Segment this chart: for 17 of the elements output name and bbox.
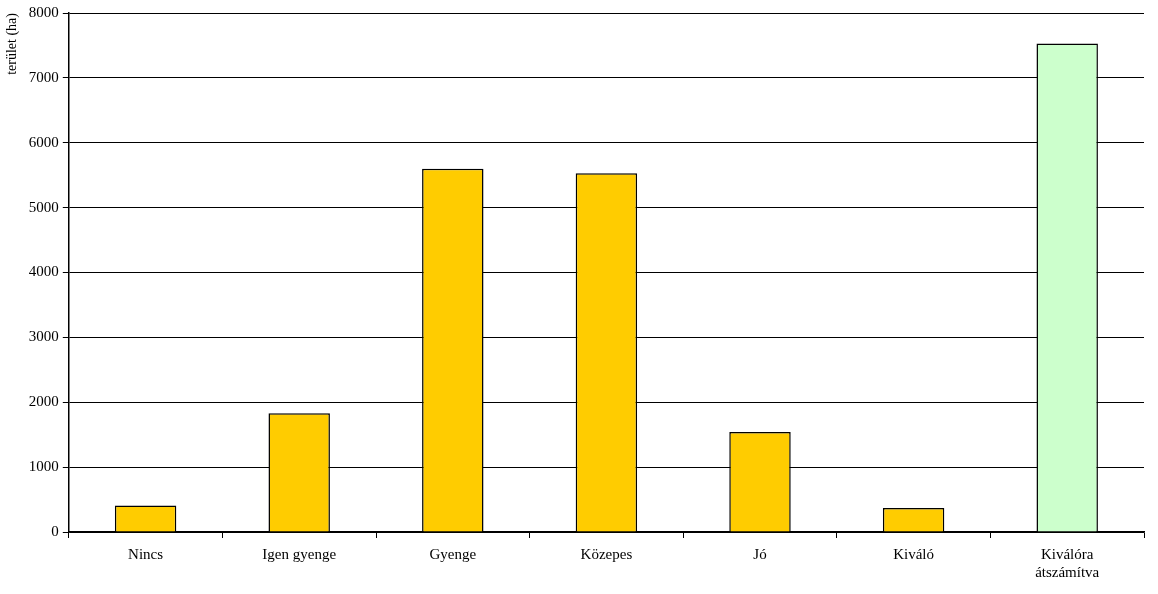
x-tick-label: Nincs	[128, 545, 164, 562]
y-tick-label: 1000	[28, 458, 59, 475]
y-tick-label: 3000	[28, 328, 59, 345]
y-tick-label: 7000	[28, 68, 59, 85]
x-tick-label: Kiválóra átszámítva	[1035, 545, 1100, 580]
x-tick-label: Jó	[753, 545, 767, 562]
y-tick-label: 5000	[28, 198, 59, 215]
y-tick-label: 8000	[28, 3, 59, 20]
y-tick-label: 0	[51, 522, 59, 539]
y-axis-title: terület (ha)	[4, 12, 21, 75]
y-tick-label: 4000	[28, 263, 59, 280]
y-tick-label: 6000	[28, 133, 59, 150]
y-tick-label: 2000	[28, 393, 59, 410]
x-tick-label: Kiváló	[893, 545, 935, 562]
x-tick-label: Gyenge	[429, 545, 477, 562]
x-tick-label: Igen gyenge	[262, 545, 337, 562]
x-tick-label: Közepes	[580, 545, 633, 562]
